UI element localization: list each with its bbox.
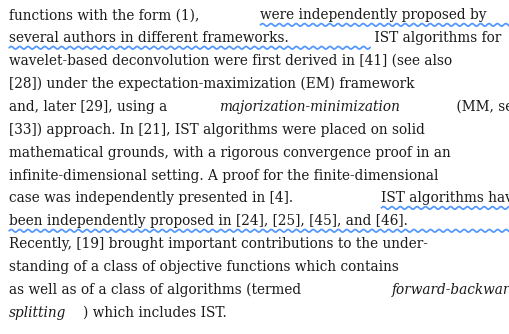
Text: functions with the form (1),: functions with the form (1), — [9, 8, 204, 22]
Text: Recently, [19] brought important contributions to the under-: Recently, [19] brought important contrib… — [9, 237, 427, 251]
Text: majorization-minimization: majorization-minimization — [218, 100, 399, 114]
Text: [28]) under the expectation-maximization (EM) framework: [28]) under the expectation-maximization… — [9, 77, 414, 92]
Text: (MM, see: (MM, see — [451, 100, 509, 114]
Text: were independently proposed by: were independently proposed by — [260, 8, 486, 22]
Text: [33]) approach. In [21], IST algorithms were placed on solid: [33]) approach. In [21], IST algorithms … — [9, 123, 424, 137]
Text: mathematical grounds, with a rigorous convergence proof in an: mathematical grounds, with a rigorous co… — [9, 146, 450, 160]
Text: splitting: splitting — [9, 306, 66, 320]
Text: forward-backward: forward-backward — [391, 283, 509, 297]
Text: ) which includes IST.: ) which includes IST. — [83, 306, 227, 320]
Text: wavelet-based deconvolution were first derived in [41] (see also: wavelet-based deconvolution were first d… — [9, 54, 451, 68]
Text: standing of a class of objective functions which contains: standing of a class of objective functio… — [9, 260, 403, 274]
Text: case was independently presented in [4].: case was independently presented in [4]. — [9, 191, 297, 205]
Text: infinite-dimensional setting. A proof for the finite-dimensional: infinite-dimensional setting. A proof fo… — [9, 168, 438, 182]
Text: been independently proposed in [24], [25], [45], and [46].: been independently proposed in [24], [25… — [9, 214, 407, 228]
Text: several authors in different frameworks.: several authors in different frameworks. — [9, 31, 289, 45]
Text: and, later [29], using a: and, later [29], using a — [9, 100, 172, 114]
Text: as well as of a class of algorithms (termed: as well as of a class of algorithms (ter… — [9, 283, 305, 297]
Text: IST algorithms for: IST algorithms for — [370, 31, 500, 45]
Text: IST algorithms have: IST algorithms have — [381, 191, 509, 205]
